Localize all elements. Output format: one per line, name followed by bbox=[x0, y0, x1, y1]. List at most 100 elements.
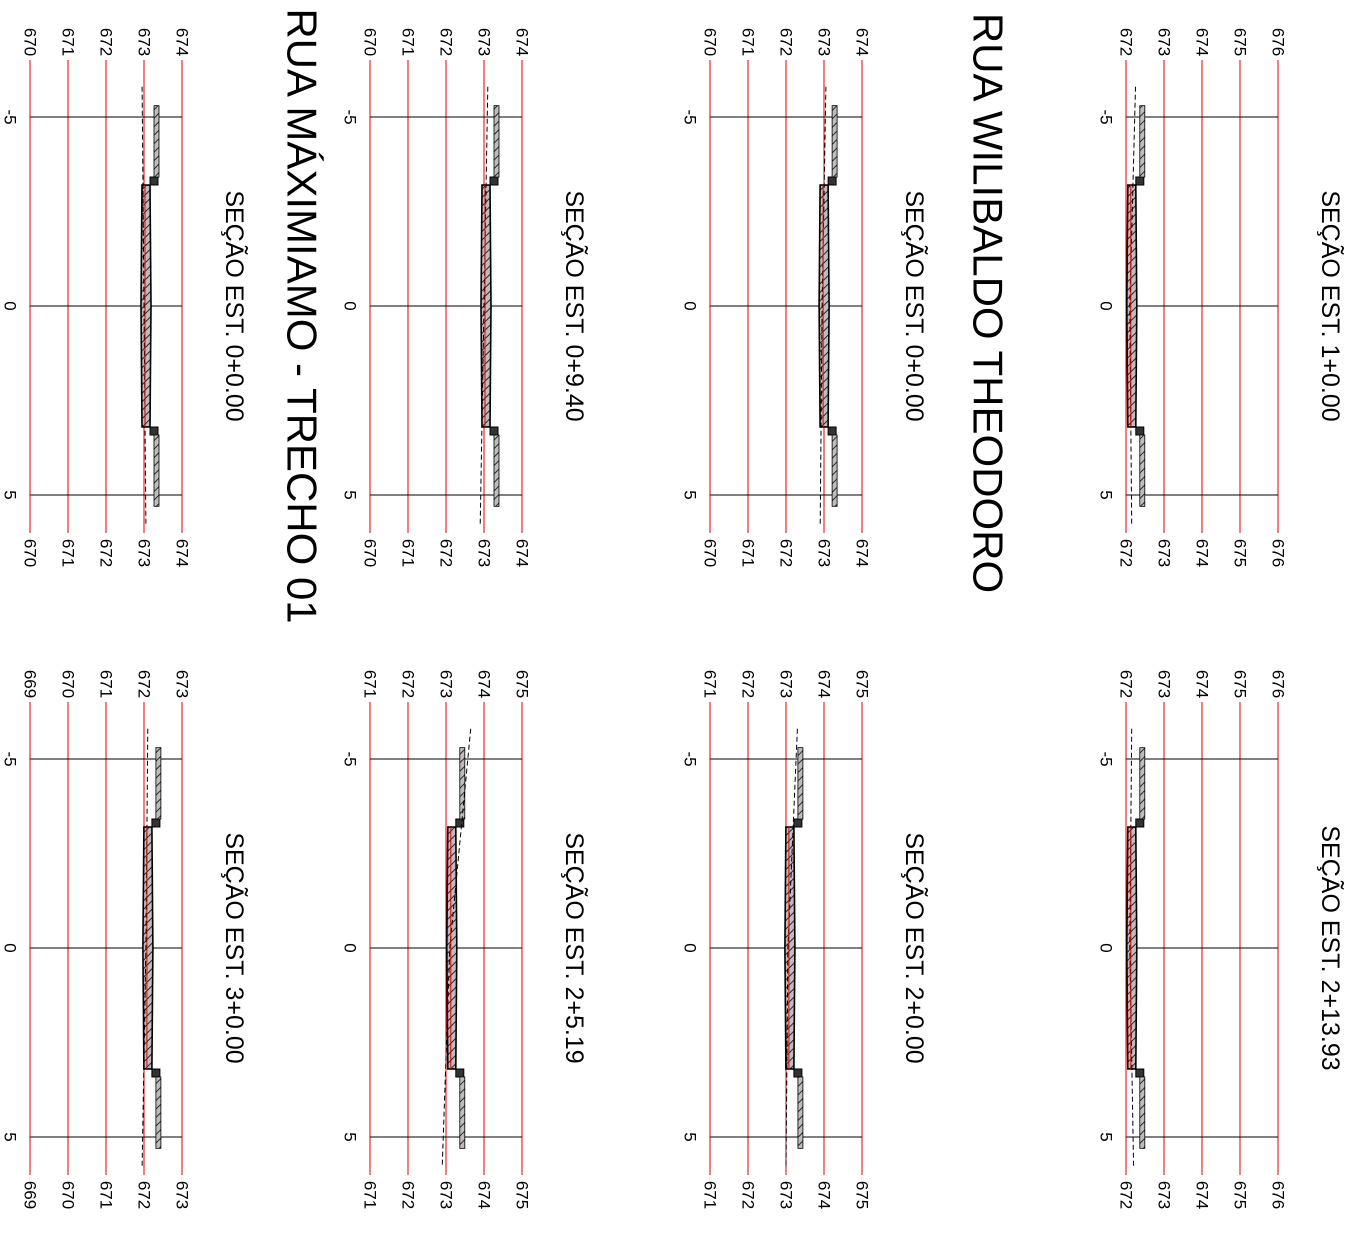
elevation-tick-label: 669 bbox=[21, 1181, 40, 1209]
elevation-tick-label: 673 bbox=[1155, 28, 1174, 56]
elevation-tick-label: 673 bbox=[475, 539, 494, 567]
section-panel: 670 670 671 671 672 672 673 673 674 674 -5 0 5 SEÇÃO … bbox=[1, 28, 250, 567]
offset-tick-label: 5 bbox=[681, 1132, 700, 1141]
section-panel: 671 671 672 672 673 673 674 674 675 675 -5 0 5 SEÇÃO … bbox=[341, 670, 590, 1209]
offset-tick-label: 0 bbox=[341, 943, 360, 952]
elevation-tick-label: 672 bbox=[1117, 1181, 1136, 1209]
offset-tick-label: 0 bbox=[681, 301, 700, 310]
kerb-right bbox=[455, 1068, 465, 1078]
offset-tick-label: 0 bbox=[1097, 301, 1116, 310]
offset-tick-label: -5 bbox=[681, 109, 700, 124]
section-panel: 669 669 670 670 671 671 672 672 673 673 -5 0 5 SEÇÃO … bbox=[1, 670, 250, 1209]
elevation-tick-label: 671 bbox=[361, 670, 380, 698]
pavement-layer bbox=[1125, 184, 1138, 428]
elevation-tick-label: 671 bbox=[399, 28, 418, 56]
elevation-tick-label: 672 bbox=[97, 539, 116, 567]
elevation-tick-label: 674 bbox=[1193, 539, 1212, 567]
elevation-tick-label: 675 bbox=[1231, 670, 1250, 698]
existing-terrain-line bbox=[479, 86, 489, 526]
pavement-layer bbox=[140, 184, 152, 428]
elevation-tick-label: 674 bbox=[853, 539, 872, 567]
pavement-layer bbox=[1125, 826, 1138, 1070]
sidewalk-left bbox=[493, 105, 500, 178]
kerb-left bbox=[151, 818, 161, 828]
street-name-label: RUA WILIBALDO THEODORO bbox=[965, 13, 1012, 593]
elevation-tick-label: 675 bbox=[853, 670, 872, 698]
elevation-tick-label: 673 bbox=[815, 539, 834, 567]
elevation-tick-label: 670 bbox=[59, 1181, 78, 1209]
existing-terrain-line bbox=[819, 86, 827, 526]
elevation-tick-label: 671 bbox=[739, 28, 758, 56]
section-panel: 672 672 673 673 674 674 675 675 676 676 -5 0 5 SEÇÃO … bbox=[1097, 28, 1346, 567]
offset-tick-label: 0 bbox=[1097, 943, 1116, 952]
sidewalk-left bbox=[1139, 747, 1146, 820]
kerb-right bbox=[793, 1068, 803, 1078]
offset-tick-label: -5 bbox=[1, 751, 20, 766]
elevation-tick-label: 671 bbox=[739, 539, 758, 567]
kerb-right bbox=[489, 426, 499, 436]
elevation-tick-label: 676 bbox=[1269, 1181, 1288, 1209]
section-title: SEÇÃO EST. 2+0.00 bbox=[900, 832, 929, 1063]
elevation-tick-label: 675 bbox=[513, 670, 532, 698]
kerb-left bbox=[149, 176, 159, 186]
existing-terrain-line bbox=[141, 86, 147, 526]
elevation-tick-label: 669 bbox=[21, 670, 40, 698]
sidewalk-right bbox=[459, 1076, 466, 1149]
elevation-tick-label: 675 bbox=[513, 1181, 532, 1209]
elevation-tick-label: 675 bbox=[853, 1181, 872, 1209]
offset-tick-label: 5 bbox=[681, 490, 700, 499]
elevation-tick-label: 672 bbox=[97, 28, 116, 56]
elevation-tick-label: 674 bbox=[475, 1181, 494, 1209]
sidewalk-right bbox=[1139, 1076, 1146, 1149]
offset-tick-label: -5 bbox=[341, 109, 360, 124]
sidewalk-left bbox=[1139, 105, 1146, 178]
elevation-tick-label: 671 bbox=[701, 670, 720, 698]
section-title: SEÇÃO EST. 2+13.93 bbox=[1316, 825, 1345, 1070]
elevation-tick-label: 675 bbox=[1231, 28, 1250, 56]
section-title: SEÇÃO EST. 3+0.00 bbox=[220, 832, 249, 1063]
elevation-tick-label: 672 bbox=[777, 28, 796, 56]
pavement-layer bbox=[142, 826, 154, 1070]
elevation-tick-label: 671 bbox=[59, 539, 78, 567]
elevation-tick-label: 673 bbox=[777, 670, 796, 698]
kerb-right bbox=[149, 426, 159, 436]
offset-tick-label: -5 bbox=[1097, 109, 1116, 124]
elevation-tick-label: 672 bbox=[135, 670, 154, 698]
elevation-tick-label: 670 bbox=[361, 539, 380, 567]
kerb-right bbox=[1135, 1068, 1145, 1078]
elevation-tick-label: 673 bbox=[173, 1181, 192, 1209]
elevation-tick-label: 672 bbox=[739, 670, 758, 698]
elevation-tick-label: 675 bbox=[1231, 539, 1250, 567]
elevation-tick-label: 673 bbox=[135, 539, 154, 567]
elevation-tick-label: 673 bbox=[1155, 670, 1174, 698]
sidewalk-left bbox=[831, 105, 838, 178]
elevation-tick-label: 674 bbox=[815, 670, 834, 698]
elevation-tick-label: 670 bbox=[701, 539, 720, 567]
kerb-left bbox=[793, 818, 803, 828]
section-panel: 671 671 672 672 673 673 674 674 675 675 -5 0 5 SEÇÃO … bbox=[681, 670, 930, 1209]
sidewalk-right bbox=[155, 1076, 162, 1149]
section-panel: 670 670 671 671 672 672 673 673 674 674 -5 0 5 SEÇÃO … bbox=[681, 28, 930, 567]
section-panel: 670 670 671 671 672 672 673 673 674 674 -5 0 5 SEÇÃO … bbox=[341, 28, 590, 567]
elevation-tick-label: 674 bbox=[475, 670, 494, 698]
existing-terrain-line bbox=[785, 728, 798, 1168]
section-title: SEÇÃO EST. 0+0.00 bbox=[900, 190, 929, 421]
kerb-right bbox=[1135, 426, 1145, 436]
elevation-tick-label: 670 bbox=[59, 670, 78, 698]
offset-tick-label: 0 bbox=[1, 943, 20, 952]
kerb-left bbox=[489, 176, 499, 186]
section-title: SEÇÃO EST. 0+0.00 bbox=[220, 190, 249, 421]
pavement-layer bbox=[818, 184, 830, 428]
elevation-tick-label: 672 bbox=[135, 1181, 154, 1209]
existing-terrain-line bbox=[441, 728, 472, 1168]
offset-tick-label: 5 bbox=[1097, 1132, 1116, 1141]
elevation-tick-label: 673 bbox=[135, 28, 154, 56]
elevation-tick-label: 676 bbox=[1269, 28, 1288, 56]
existing-terrain-line bbox=[141, 728, 149, 1168]
elevation-tick-label: 670 bbox=[21, 539, 40, 567]
elevation-tick-label: 671 bbox=[97, 670, 116, 698]
elevation-tick-label: 674 bbox=[173, 539, 192, 567]
elevation-tick-label: 673 bbox=[437, 1181, 456, 1209]
elevation-tick-label: 672 bbox=[1117, 670, 1136, 698]
